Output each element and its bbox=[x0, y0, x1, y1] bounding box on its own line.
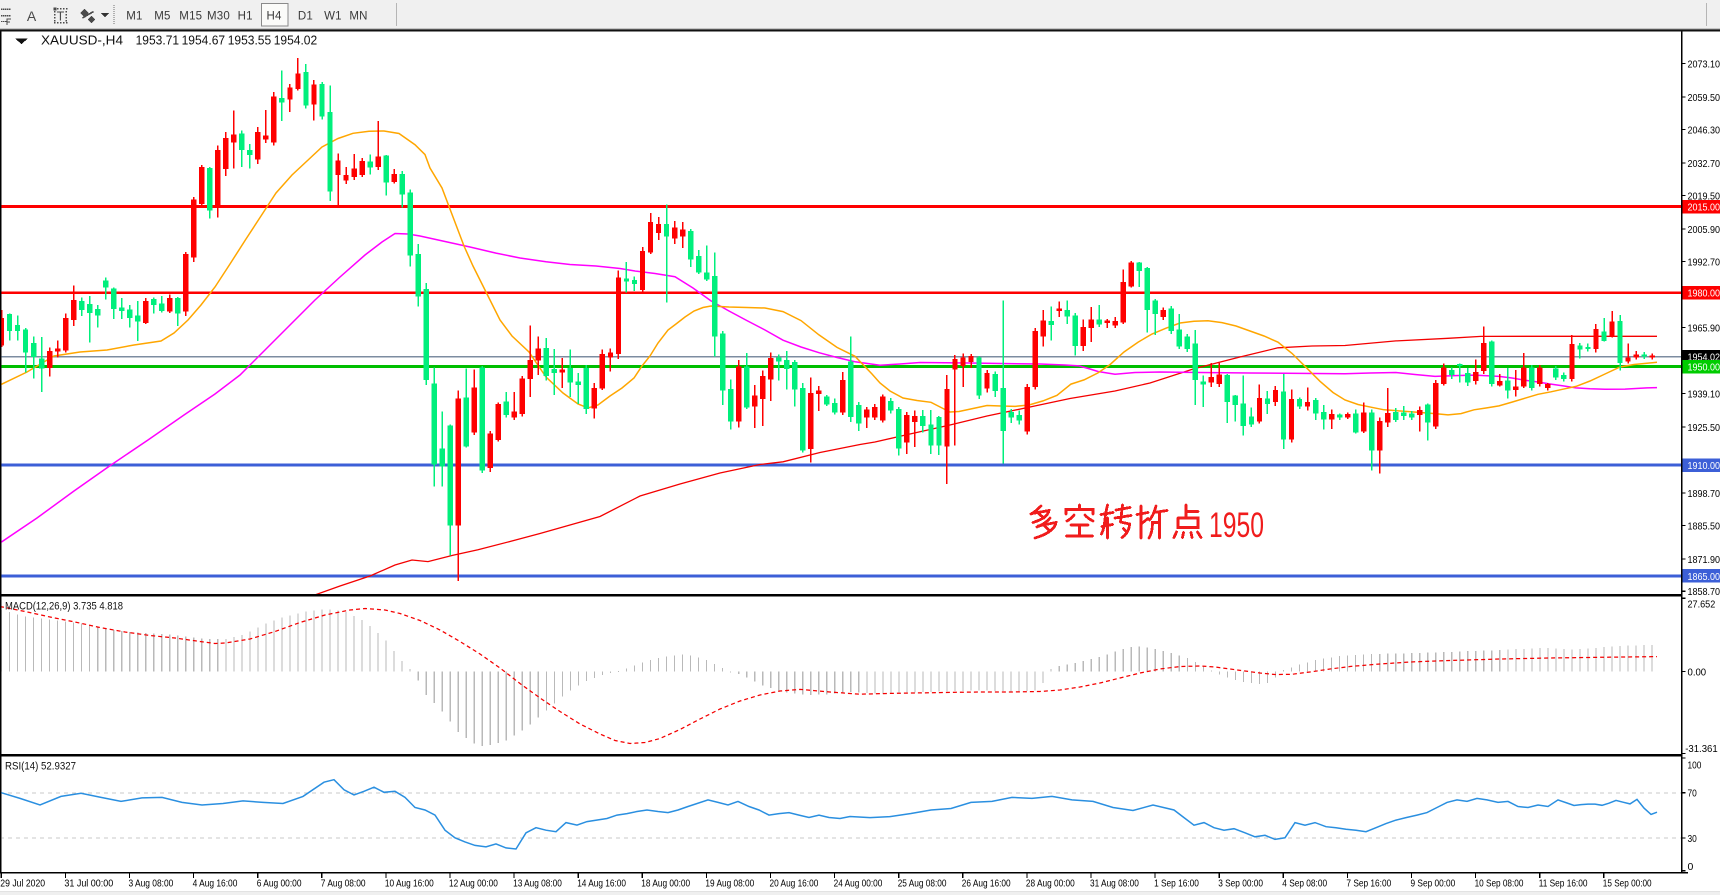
svg-text:18 Aug 00:00: 18 Aug 00:00 bbox=[641, 879, 690, 890]
svg-text:1910.00: 1910.00 bbox=[1688, 460, 1720, 472]
svg-text:4 Aug 16:00: 4 Aug 16:00 bbox=[193, 879, 238, 890]
svg-text:-31.361: -31.361 bbox=[1685, 743, 1718, 755]
svg-text:1865.00: 1865.00 bbox=[1688, 571, 1720, 583]
svg-text:1898.70: 1898.70 bbox=[1688, 488, 1720, 500]
svg-text:2005.90: 2005.90 bbox=[1688, 224, 1720, 236]
svg-text:4 Sep 08:00: 4 Sep 08:00 bbox=[1282, 879, 1327, 890]
svg-text:10 Sep 08:00: 10 Sep 08:00 bbox=[1475, 879, 1524, 890]
svg-text:2015.00: 2015.00 bbox=[1688, 202, 1720, 214]
svg-text:1925.50: 1925.50 bbox=[1688, 422, 1720, 434]
svg-text:1950.00: 1950.00 bbox=[1688, 362, 1720, 374]
svg-text:H4: H4 bbox=[266, 11, 282, 23]
svg-text:1871.90: 1871.90 bbox=[1688, 554, 1720, 566]
svg-text:3 Sep 00:00: 3 Sep 00:00 bbox=[1218, 879, 1263, 890]
svg-text:6 Aug 00:00: 6 Aug 00:00 bbox=[257, 879, 302, 890]
svg-text:M30: M30 bbox=[207, 11, 230, 23]
svg-text:13 Aug 08:00: 13 Aug 08:00 bbox=[513, 879, 562, 890]
svg-text:29 Jul 2020: 29 Jul 2020 bbox=[0, 879, 45, 890]
svg-text:15 Sep 00:00: 15 Sep 00:00 bbox=[1603, 879, 1652, 890]
svg-text:0.00: 0.00 bbox=[1688, 666, 1707, 678]
svg-text:1 Sep 16:00: 1 Sep 16:00 bbox=[1154, 879, 1199, 890]
svg-text:1885.50: 1885.50 bbox=[1688, 520, 1720, 532]
svg-text:27.652: 27.652 bbox=[1688, 598, 1716, 610]
svg-text:2073.10: 2073.10 bbox=[1688, 58, 1720, 70]
svg-text:M5: M5 bbox=[154, 11, 170, 23]
svg-text:A: A bbox=[27, 8, 37, 24]
svg-text:D1: D1 bbox=[298, 11, 313, 23]
svg-text:14 Aug 16:00: 14 Aug 16:00 bbox=[577, 879, 626, 890]
svg-text:20 Aug 16:00: 20 Aug 16:00 bbox=[770, 879, 819, 890]
svg-text:2019.50: 2019.50 bbox=[1688, 190, 1720, 202]
svg-text:H1: H1 bbox=[238, 11, 253, 23]
svg-text:7 Sep 16:00: 7 Sep 16:00 bbox=[1346, 879, 1391, 890]
svg-text:28 Aug 00:00: 28 Aug 00:00 bbox=[1026, 879, 1075, 890]
svg-text:1939.10: 1939.10 bbox=[1688, 388, 1720, 400]
svg-text:RSI(14) 52.9327: RSI(14) 52.9327 bbox=[5, 761, 76, 773]
svg-text:1950: 1950 bbox=[1209, 506, 1264, 545]
svg-text:9 Sep 00:00: 9 Sep 00:00 bbox=[1411, 879, 1456, 890]
svg-text:2046.30: 2046.30 bbox=[1688, 124, 1720, 136]
svg-text:0: 0 bbox=[1688, 861, 1694, 873]
svg-text:11 Sep 16:00: 11 Sep 16:00 bbox=[1539, 879, 1588, 890]
svg-text:24 Aug 00:00: 24 Aug 00:00 bbox=[834, 879, 883, 890]
svg-text:3 Aug 08:00: 3 Aug 08:00 bbox=[129, 879, 174, 890]
svg-text:T: T bbox=[57, 10, 65, 24]
svg-text:M1: M1 bbox=[126, 11, 142, 23]
svg-text:MN: MN bbox=[349, 11, 367, 23]
svg-text:1858.70: 1858.70 bbox=[1688, 586, 1720, 598]
svg-text:MACD(12,26,9) 3.735 4.818: MACD(12,26,9) 3.735 4.818 bbox=[5, 601, 123, 613]
svg-text:19 Aug 08:00: 19 Aug 08:00 bbox=[705, 879, 754, 890]
svg-text:M15: M15 bbox=[179, 11, 202, 23]
svg-text:12 Aug 00:00: 12 Aug 00:00 bbox=[449, 879, 498, 890]
svg-text:1980.00: 1980.00 bbox=[1688, 288, 1720, 300]
svg-text:30: 30 bbox=[1688, 833, 1697, 845]
svg-text:1965.90: 1965.90 bbox=[1688, 322, 1720, 334]
svg-text:7 Aug 08:00: 7 Aug 08:00 bbox=[321, 879, 366, 890]
svg-text:100: 100 bbox=[1688, 760, 1702, 772]
svg-text:26 Aug 16:00: 26 Aug 16:00 bbox=[962, 879, 1011, 890]
svg-text:2059.50: 2059.50 bbox=[1688, 92, 1720, 104]
svg-text:31 Jul 00:00: 31 Jul 00:00 bbox=[64, 879, 113, 890]
svg-text:70: 70 bbox=[1688, 788, 1697, 800]
svg-text:1992.70: 1992.70 bbox=[1688, 256, 1720, 268]
svg-text:25 Aug 08:00: 25 Aug 08:00 bbox=[898, 879, 947, 890]
svg-text:10 Aug 16:00: 10 Aug 16:00 bbox=[385, 879, 434, 890]
svg-text:2032.70: 2032.70 bbox=[1688, 158, 1720, 170]
svg-text:31 Aug 08:00: 31 Aug 08:00 bbox=[1090, 879, 1139, 890]
svg-text:W1: W1 bbox=[324, 11, 342, 23]
